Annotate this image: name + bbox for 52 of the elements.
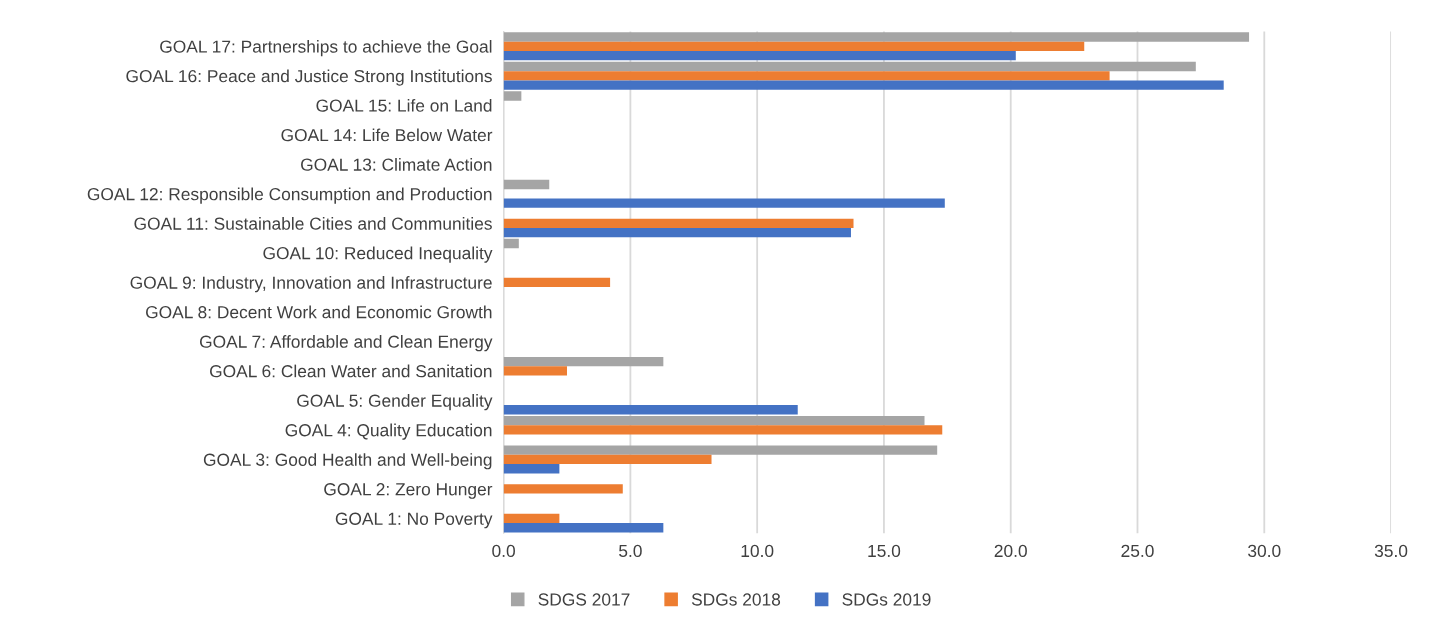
bar [503,356,664,367]
x-tick-label: 0.0 [492,544,515,558]
bar [503,415,925,426]
x-tick-label: 35.0 [1374,544,1408,558]
bar [503,32,1250,42]
x-tick-label: 25.0 [1121,544,1154,558]
bar [503,50,1016,61]
x-tick-label: 30.0 [1248,544,1281,558]
y-tick-label: GOAL 6: Clean Water and Sanitation [210,364,492,378]
y-tick-label: GOAL 13: Climate Action [301,158,492,171]
x-tick-label: 20.0 [994,544,1027,558]
y-tick-label: GOAL 15: Life on Land [316,99,492,112]
bar [503,464,560,474]
bar [503,179,550,190]
y-tick-label: GOAL 3: Good Health and Well-being [203,453,492,470]
bar [503,454,712,465]
legend-label: SDGS 2017 [538,593,630,606]
bar [503,366,567,376]
legend-label: SDGs 2018 [691,593,781,606]
x-tick-label: 10.0 [741,544,774,558]
bar [503,228,851,238]
y-tick-label: GOAL 14: Life Below Water [281,128,493,142]
y-tick-label: GOAL 5: Gender Equality [297,394,493,411]
bar [503,405,798,415]
bar [503,61,1196,72]
y-tick-label: GOAL 7: Affordable and Clean Energy [199,335,493,352]
y-tick-label: GOAL 9: Industry, Innovation and Infrastructure [130,276,492,293]
bar [503,445,938,455]
bar [503,277,611,288]
y-tick-label: GOAL 12: Responsible Consumption and Production [87,187,492,204]
bar [503,513,560,524]
legend-label: SDGs 2019 [842,593,931,606]
y-tick-label: GOAL 16: Peace and Justice Strong Institutions [126,69,492,86]
y-tick-label: GOAL 11: Sustainable Cities and Communities [134,217,492,230]
x-tick-label: 5.0 [619,544,642,558]
y-tick-label: GOAL 10: Reduced Inequality [263,246,493,263]
bar [503,80,1224,90]
bar [503,523,664,533]
y-tick-label: GOAL 2: Zero Hunger [324,483,493,499]
bar [503,238,519,249]
bar [503,218,854,229]
bar [503,41,1085,51]
bar [503,198,945,208]
y-tick-label: GOAL 1: No Poverty [335,512,493,529]
bar [503,71,1110,81]
bar [503,91,522,101]
y-tick-label: GOAL 8: Decent Work and Economic Growth [146,305,492,319]
bar [503,484,623,494]
y-tick-label: GOAL 17: Partnerships to achieve the Goal [160,40,492,57]
y-tick-label: GOAL 4: Quality Education [285,423,492,440]
bar [503,425,943,435]
x-tick-label: 15.0 [868,544,901,558]
